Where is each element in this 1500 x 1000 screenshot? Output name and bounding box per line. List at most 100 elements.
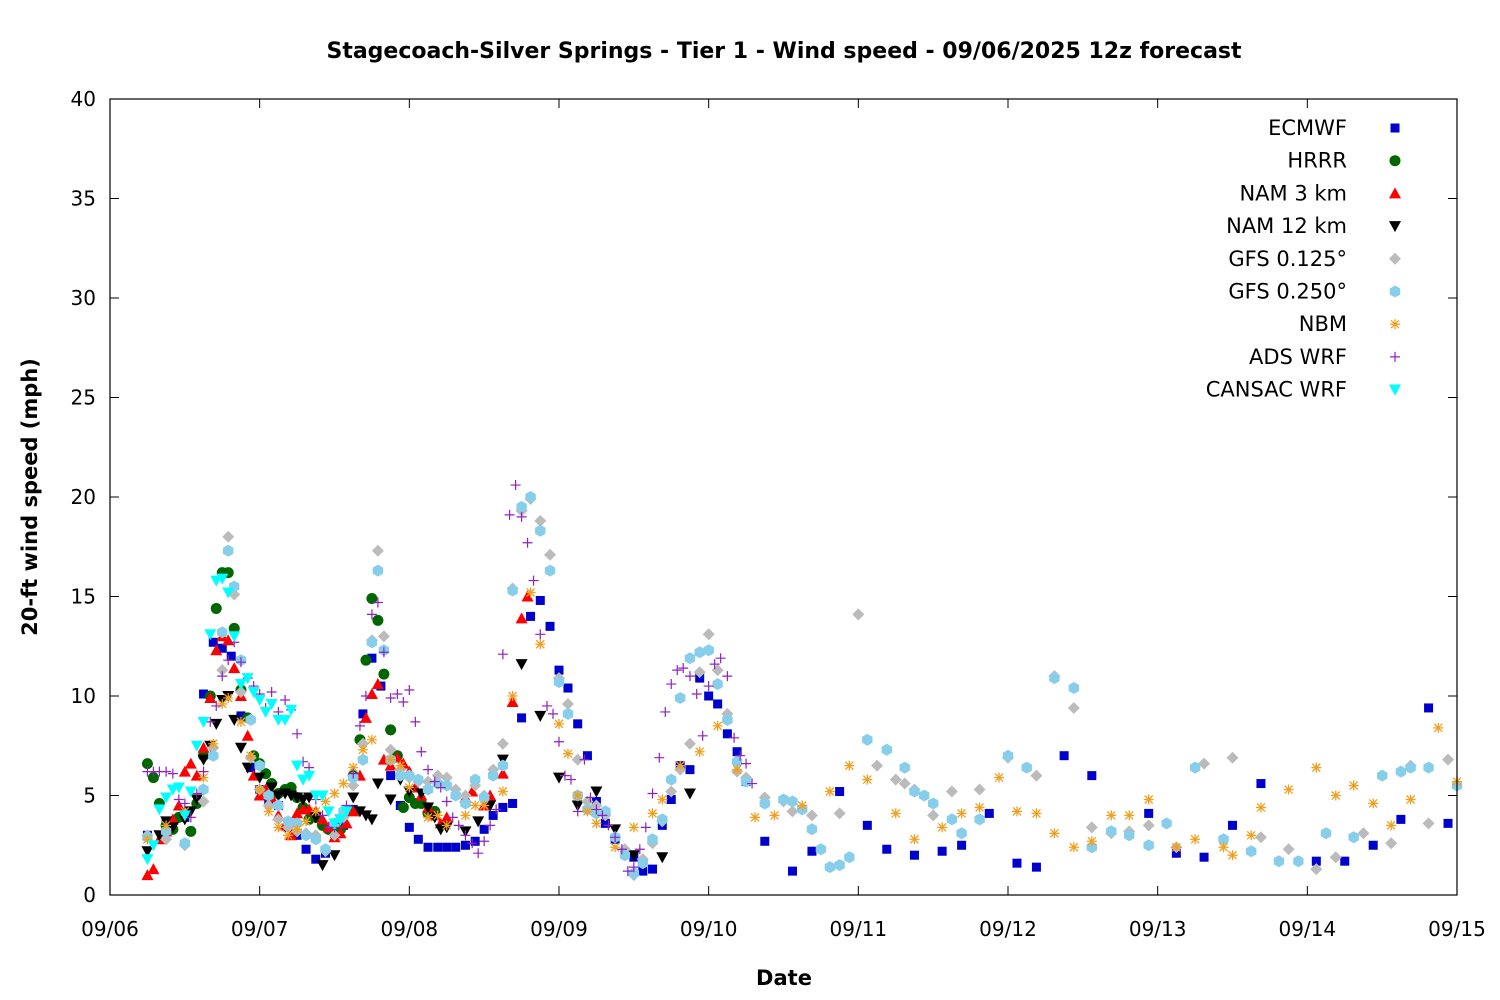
data-point: [497, 759, 509, 772]
data-point: [590, 786, 603, 798]
data-point: [565, 774, 576, 785]
data-point: [750, 812, 761, 823]
data-point: [282, 815, 294, 828]
data-point: [510, 480, 521, 491]
data-point: [882, 844, 892, 854]
data-point: [535, 595, 545, 605]
data-point: [161, 820, 172, 831]
data-point: [317, 810, 328, 821]
data-point: [184, 757, 197, 769]
data-point: [622, 866, 633, 877]
data-point: [141, 846, 154, 858]
data-point: [1395, 765, 1407, 778]
data-point: [704, 691, 714, 701]
data-point: [141, 854, 154, 866]
data-point: [311, 854, 321, 864]
data-point: [1142, 819, 1155, 832]
legend-marker: [1389, 155, 1401, 167]
legend: ECMWF HRRR NAM 3 km NAM 12 km GFS 0.125° GFS …: [1206, 116, 1401, 402]
y-tick-label: 25: [71, 386, 96, 410]
data-point: [404, 685, 415, 696]
data-point: [675, 692, 686, 704]
x-tick-label: 09/13: [1129, 917, 1187, 941]
data-point: [222, 530, 235, 543]
data-point: [496, 767, 509, 779]
data-point: [217, 671, 228, 682]
data-point: [1348, 831, 1359, 844]
data-point: [153, 804, 166, 816]
data-point: [234, 686, 247, 699]
data-point: [544, 548, 557, 561]
x-tick-label: 09/09: [530, 917, 588, 941]
legend-label: GFS 0.250°: [1228, 280, 1347, 304]
legend-marker: [1389, 187, 1401, 199]
data-point: [712, 720, 723, 731]
data-point: [198, 783, 209, 796]
data-point: [340, 817, 353, 829]
data-point: [711, 664, 724, 677]
data-point: [245, 713, 256, 726]
x-tick-label: 09/10: [680, 917, 738, 941]
data-point: [316, 860, 329, 872]
data-point: [1282, 843, 1295, 856]
data-point: [640, 822, 651, 833]
data-point: [1422, 817, 1435, 830]
series-group: [142, 587, 1462, 861]
data-point: [226, 651, 236, 661]
data-point: [571, 753, 584, 766]
data-point: [571, 800, 584, 812]
data-point: [141, 758, 153, 770]
data-point: [1443, 818, 1453, 828]
data-point: [597, 810, 608, 821]
data-point: [1273, 855, 1285, 868]
data-point: [722, 729, 732, 739]
data-point: [404, 822, 414, 832]
data-point: [204, 629, 217, 641]
data-point: [197, 795, 210, 808]
data-point: [835, 787, 845, 797]
data-point: [210, 718, 223, 730]
data-point: [1199, 852, 1209, 862]
data-point: [280, 694, 291, 705]
data-point: [179, 798, 190, 809]
data-point: [365, 688, 378, 700]
data-point: [1357, 827, 1370, 840]
legend-marker: [1390, 319, 1400, 330]
data-point: [1340, 856, 1350, 866]
data-point: [787, 866, 797, 876]
data-point: [1330, 790, 1341, 801]
data-point: [334, 814, 347, 826]
data-point: [713, 699, 723, 709]
data-point: [367, 653, 377, 663]
data-point: [371, 778, 384, 790]
data-point: [579, 754, 590, 765]
y-tick-label: 0: [83, 883, 96, 907]
data-point: [760, 836, 770, 846]
data-point: [591, 818, 602, 829]
data-point: [548, 708, 559, 719]
data-point: [683, 788, 696, 800]
data-point: [815, 843, 827, 856]
data-point: [805, 809, 818, 822]
data-point: [198, 772, 209, 783]
data-point: [460, 810, 471, 821]
data-point: [1218, 833, 1229, 846]
data-point: [675, 760, 686, 771]
data-point: [974, 813, 985, 826]
data-point: [310, 806, 321, 817]
data-point: [384, 794, 397, 806]
data-point: [422, 775, 435, 788]
data-point: [1124, 829, 1135, 842]
data-point: [228, 622, 240, 634]
data-point: [272, 813, 285, 826]
data-point: [147, 863, 160, 875]
data-point: [1106, 825, 1117, 838]
data-point: [440, 771, 453, 784]
data-point: [769, 810, 780, 821]
data-point: [732, 747, 742, 757]
data-point: [266, 687, 277, 698]
data-point: [732, 764, 743, 775]
data-point: [247, 687, 260, 699]
data-point: [881, 743, 892, 756]
